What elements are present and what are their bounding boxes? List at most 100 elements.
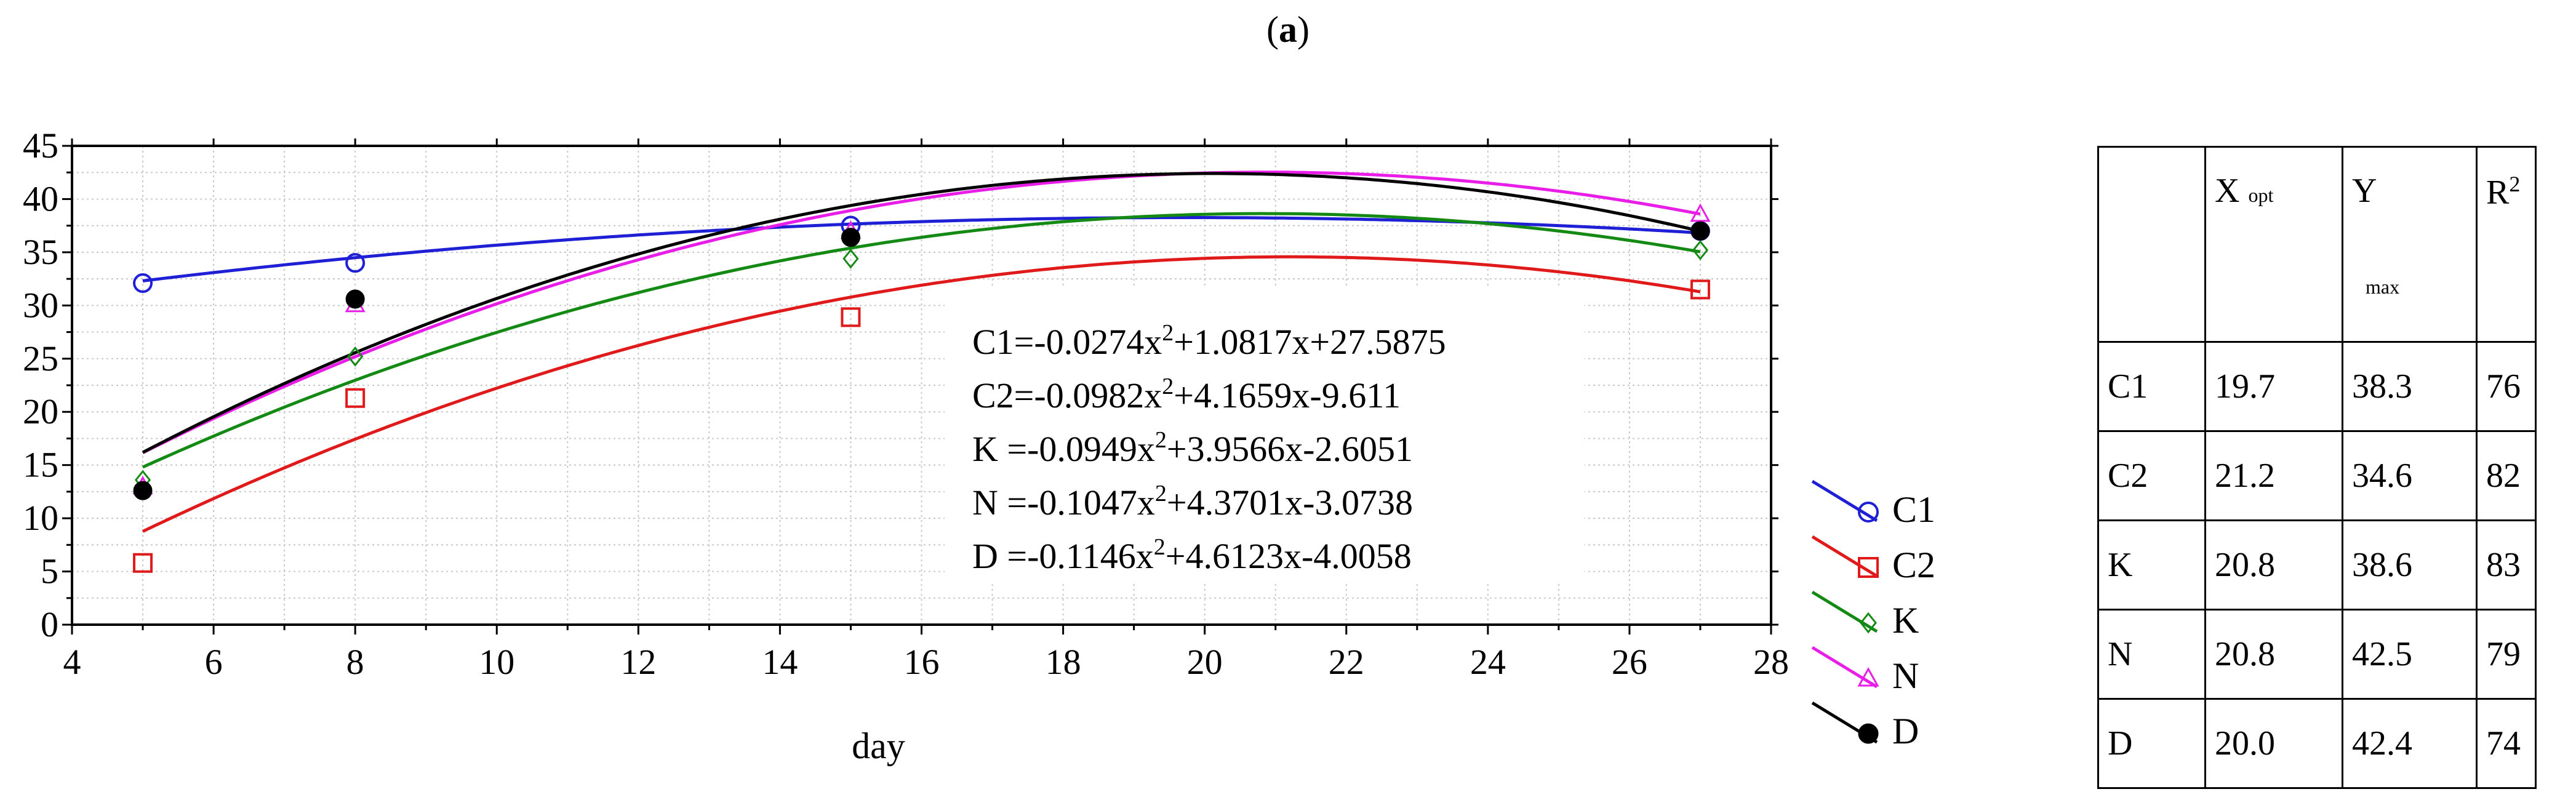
equation-lead: D =-0.1146x bbox=[972, 536, 1154, 576]
x-tick-label: 28 bbox=[1753, 642, 1789, 682]
legend-line-k bbox=[1811, 590, 1878, 633]
x-tick-label: 14 bbox=[762, 642, 798, 682]
table-row: D 20.0 42.4 74 bbox=[2097, 698, 2537, 789]
row-ymax: 38.6 bbox=[2342, 519, 2478, 611]
equation-3: K =-0.0949x2+3.9566x-2.6051 bbox=[972, 427, 1413, 469]
legend-label-c1: C1 bbox=[1892, 489, 1935, 530]
chart: 4 6 8 10 12 14 16 18 20 22 24 26 2805101520253035404… bbox=[23, 126, 1935, 766]
row-r2: 79 bbox=[2476, 609, 2537, 700]
legend-marker-k bbox=[1860, 612, 1877, 634]
x-tick-label: 8 bbox=[346, 642, 364, 682]
y-tick-label: 0 bbox=[41, 604, 58, 644]
equation-exponent: 2 bbox=[1155, 481, 1167, 507]
data-point-c1 bbox=[133, 273, 153, 294]
header-r2: R2 bbox=[2476, 146, 2537, 343]
y-tick-label: 40 bbox=[23, 178, 58, 218]
header-xopt-sub: opt bbox=[2248, 184, 2274, 206]
table-row: K 20.8 38.6 83 bbox=[2097, 519, 2537, 611]
equations-box: C1=-0.0274x2+1.0817x+27.5875C2=-0.0982x2… bbox=[945, 288, 1585, 583]
row-xopt: 19.7 bbox=[2204, 341, 2343, 432]
data-point-c2 bbox=[133, 553, 153, 573]
table-row: N 20.8 42.5 79 bbox=[2097, 609, 2537, 700]
x-tick-label: 22 bbox=[1329, 642, 1364, 682]
equation-lead: C2=-0.0982x bbox=[972, 375, 1162, 415]
y-tick-label: 25 bbox=[23, 338, 58, 378]
x-tick-label: 16 bbox=[904, 642, 940, 682]
y-tick-label: 20 bbox=[23, 391, 58, 431]
row-ymax: 42.4 bbox=[2342, 698, 2478, 789]
legend-marker-c2 bbox=[1858, 557, 1879, 578]
x-tick-label: 10 bbox=[479, 642, 514, 682]
row-r2: 74 bbox=[2476, 698, 2537, 789]
equation-exponent: 2 bbox=[1154, 534, 1166, 560]
fit-curve-c2 bbox=[142, 255, 1701, 533]
header-xopt-main: X bbox=[2215, 172, 2240, 210]
x-tick-label: 4 bbox=[63, 642, 81, 682]
legend-label-d: D bbox=[1892, 711, 1919, 751]
data-points bbox=[132, 203, 1711, 573]
legend-marker-d bbox=[1858, 723, 1879, 744]
row-ymax: 34.6 bbox=[2342, 430, 2478, 521]
data-point-n bbox=[1690, 203, 1711, 222]
header-xopt: X opt bbox=[2204, 146, 2343, 343]
panel-label-open: ( bbox=[1266, 9, 1279, 50]
x-tick-label: 26 bbox=[1612, 642, 1647, 682]
x-tick-label: 20 bbox=[1187, 642, 1223, 682]
x-tick-label: 6 bbox=[205, 642, 223, 682]
row-label: N bbox=[2097, 609, 2206, 700]
equation-tail: +3.9566x-2.6051 bbox=[1167, 429, 1413, 469]
legend-line-n bbox=[1811, 646, 1878, 689]
equation-exponent: 2 bbox=[1155, 427, 1167, 453]
header-ymax-sub: max bbox=[2366, 276, 2400, 298]
data-point-k bbox=[1692, 240, 1709, 260]
y-tick-label: 10 bbox=[23, 498, 58, 538]
row-ymax: 42.5 bbox=[2342, 609, 2478, 700]
fit-curve-c1 bbox=[142, 216, 1701, 282]
equation-tail: +4.3701x-3.0738 bbox=[1167, 483, 1413, 523]
header-blank bbox=[2097, 146, 2206, 343]
legend-label-c2: C2 bbox=[1892, 545, 1935, 585]
equation-exponent: 2 bbox=[1162, 320, 1174, 346]
equation-lead: N =-0.1047x bbox=[972, 483, 1155, 523]
equation-lead: K =-0.0949x bbox=[972, 429, 1155, 469]
x-tick-label: 12 bbox=[620, 642, 656, 682]
y-tick-label: 35 bbox=[23, 232, 58, 272]
legend-marker-c1 bbox=[1858, 502, 1879, 523]
y-tick-label: 30 bbox=[23, 285, 58, 325]
header-r2-sup: 2 bbox=[2509, 172, 2521, 196]
row-ymax: 38.3 bbox=[2342, 341, 2478, 432]
x-tick-label: 18 bbox=[1046, 642, 1081, 682]
legend-line-c1 bbox=[1811, 479, 1878, 523]
data-point-c2 bbox=[345, 388, 366, 408]
table-row: C2 21.2 34.6 82 bbox=[2097, 430, 2537, 521]
x-axis-label: day bbox=[852, 726, 905, 766]
table-row: C1 19.7 38.3 76 bbox=[2097, 341, 2537, 432]
fit-curves bbox=[142, 170, 1701, 533]
equation-5: D =-0.1146x2+4.6123x-4.0058 bbox=[972, 534, 1412, 576]
y-tick-label: 15 bbox=[23, 445, 58, 485]
panel-label-letter: a bbox=[1279, 9, 1297, 50]
equation-4: N =-0.1047x2+4.3701x-3.0738 bbox=[972, 481, 1413, 523]
data-point-c1 bbox=[345, 253, 366, 273]
fit-curve-n bbox=[142, 170, 1701, 454]
legend-line-c2 bbox=[1811, 535, 1878, 578]
row-label: C2 bbox=[2097, 430, 2206, 521]
legend-marker-n bbox=[1857, 667, 1879, 687]
equation-1: C1=-0.0274x2+1.0817x+27.5875 bbox=[972, 320, 1446, 362]
equation-tail: +4.1659x-9.611 bbox=[1174, 375, 1401, 415]
fit-curve-k bbox=[142, 212, 1701, 469]
axes: 4 6 8 10 12 14 16 18 20 22 24 26 2805101520253035404… bbox=[23, 126, 1789, 766]
row-xopt: 21.2 bbox=[2204, 430, 2343, 521]
row-xopt: 20.8 bbox=[2204, 519, 2343, 611]
data-point-k bbox=[347, 346, 364, 367]
equation-tail: +4.6123x-4.0058 bbox=[1166, 536, 1412, 576]
header-r2-main: R bbox=[2486, 173, 2510, 212]
equations-background bbox=[945, 288, 1585, 583]
equation-2: C2=-0.0982x2+4.1659x-9.611 bbox=[972, 374, 1401, 415]
row-r2: 76 bbox=[2476, 341, 2537, 432]
row-xopt: 20.8 bbox=[2204, 609, 2343, 700]
equation-lead: C1=-0.0274x bbox=[972, 322, 1162, 362]
panel-label: (a) bbox=[1226, 9, 1350, 51]
